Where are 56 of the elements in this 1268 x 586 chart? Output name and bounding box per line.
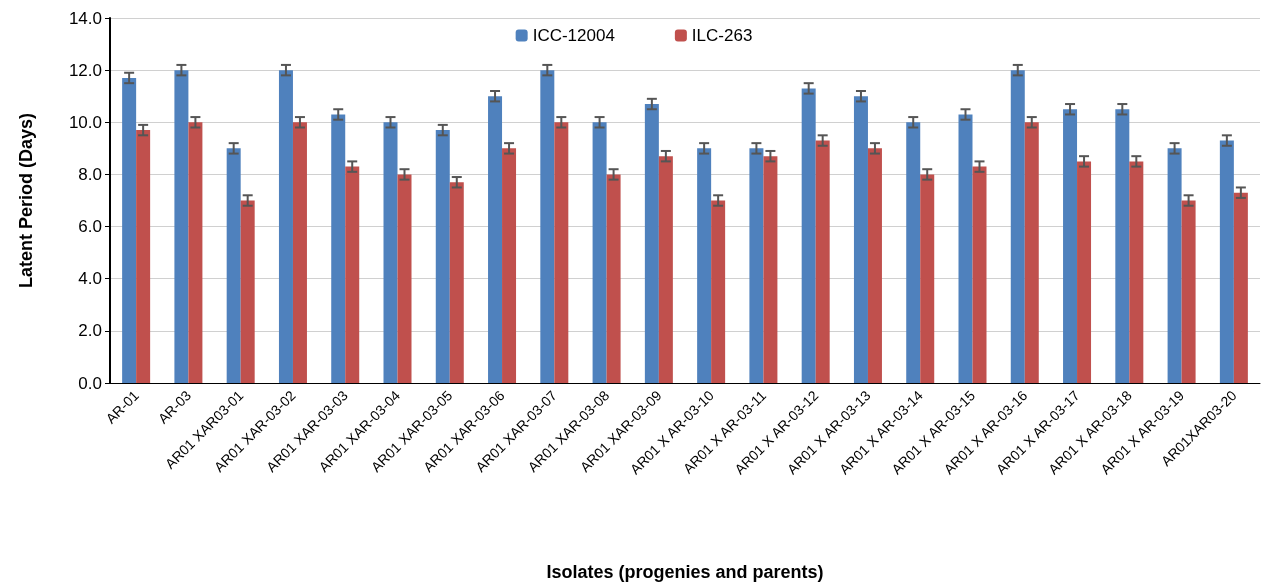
bar xyxy=(815,140,830,383)
bar xyxy=(853,96,868,383)
bar xyxy=(1167,148,1182,383)
legend-label: ILC-263 xyxy=(691,26,753,45)
bar xyxy=(1233,192,1248,383)
bar xyxy=(397,174,412,383)
bar xyxy=(711,200,726,383)
bar xyxy=(345,166,360,383)
bar xyxy=(749,148,764,383)
bar xyxy=(188,122,203,383)
bar xyxy=(801,88,816,383)
y-tick-label: 6.0 xyxy=(78,217,102,237)
bar xyxy=(658,156,673,383)
bar xyxy=(763,156,778,383)
bar xyxy=(488,96,503,383)
bar xyxy=(1010,70,1025,383)
bar xyxy=(136,130,151,383)
y-tick-label: 2.0 xyxy=(78,321,102,341)
bar xyxy=(1077,161,1092,383)
bar xyxy=(906,122,921,383)
bar xyxy=(331,114,346,383)
y-axis-title: Latent Period (Days) xyxy=(16,112,36,289)
bar xyxy=(1219,140,1234,383)
bar xyxy=(592,122,607,383)
x-axis-title: Isolates (progenies and parents) xyxy=(546,562,824,582)
bar xyxy=(697,148,712,383)
bar xyxy=(1181,200,1196,383)
y-tick-label: 14.0 xyxy=(68,8,102,28)
bar xyxy=(226,148,241,383)
legend-label: ICC-12004 xyxy=(532,26,615,45)
bar xyxy=(644,104,659,383)
bar xyxy=(435,130,450,383)
bar xyxy=(606,174,621,383)
y-tick-label: 10.0 xyxy=(68,112,102,132)
bar xyxy=(1115,109,1130,383)
bar xyxy=(972,166,987,383)
y-tick-label: 12.0 xyxy=(68,60,102,80)
bar xyxy=(292,122,307,383)
bar xyxy=(1063,109,1078,383)
bar xyxy=(958,114,973,383)
bar xyxy=(1129,161,1144,383)
bar xyxy=(1024,122,1039,383)
bar xyxy=(383,122,398,383)
y-tick-label: 4.0 xyxy=(78,269,102,289)
bar xyxy=(174,70,189,383)
bar xyxy=(122,77,137,383)
y-tick-label: 0.0 xyxy=(78,373,102,393)
bar xyxy=(554,122,569,383)
bar xyxy=(920,174,935,383)
bar xyxy=(540,70,555,383)
bar xyxy=(449,182,464,383)
y-tick-label: 8.0 xyxy=(78,164,102,184)
bar xyxy=(240,200,255,383)
bar xyxy=(867,148,882,383)
bar xyxy=(278,70,293,383)
bar xyxy=(502,148,517,383)
